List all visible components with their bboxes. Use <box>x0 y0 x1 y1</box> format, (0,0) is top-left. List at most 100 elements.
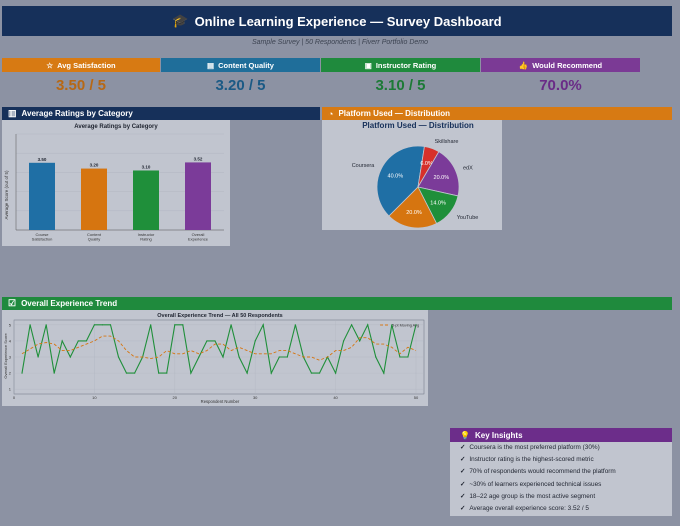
data-point <box>351 324 353 326</box>
graduation-cap-icon: 🎓 <box>172 13 189 28</box>
check-icon: ✓ <box>460 480 466 488</box>
data-point <box>69 356 71 358</box>
bar <box>185 162 211 230</box>
data-point <box>85 340 87 342</box>
bar-category-label: Experience <box>188 237 209 242</box>
platform-pie-chart: Platform Used — Distribution 40.0% Course… <box>322 120 502 230</box>
data-point <box>53 372 55 374</box>
line-y-tick: 3 <box>9 355 12 360</box>
bar-value-label: 3.10 <box>142 164 151 169</box>
pie-chart-icon: ◔ <box>328 108 334 119</box>
line-y-tick: 2 <box>9 371 12 376</box>
bar-chart-title: Average Ratings by Category <box>74 124 158 130</box>
data-point <box>334 372 337 374</box>
line-y-tick: 5 <box>9 322 12 327</box>
kpi-would-recommend-value: 70.0% <box>539 76 582 94</box>
insight-item: ✓ Average overall experience score: 3.52 … <box>460 504 589 512</box>
pie-pct-label: 20.0% <box>406 210 422 216</box>
pie-slice <box>417 151 460 197</box>
book-icon: ▤ <box>207 60 215 70</box>
bar-value-label: 3.20 <box>90 163 99 168</box>
insight-item: ✓ ~30% of learners experienced technical … <box>460 480 602 488</box>
kpi-content-quality-header: ▤ Content Quality <box>161 58 320 72</box>
data-point <box>294 324 296 326</box>
data-point <box>278 356 280 358</box>
line-x-tick: 20 <box>173 395 178 400</box>
legend-label: 5-pt Moving Avg <box>392 324 419 328</box>
data-point <box>246 372 248 374</box>
check-icon: ✓ <box>460 456 466 464</box>
bar-category-label: Quality <box>88 237 100 242</box>
data-point <box>190 372 192 374</box>
data-point <box>238 356 240 358</box>
pie-slice-label: YouTube <box>457 215 479 221</box>
data-point <box>399 356 401 358</box>
data-point <box>286 356 288 358</box>
thumbs-up-icon: 👍 <box>518 60 529 70</box>
data-point <box>182 324 184 326</box>
pie-slice-label: Skillshare <box>435 139 459 145</box>
bar <box>81 168 107 230</box>
line-x-tick: 30 <box>253 395 258 400</box>
teacher-icon: ▣ <box>364 60 372 70</box>
data-point <box>310 372 313 374</box>
data-point <box>125 372 128 374</box>
pie-slice-label: Coursera <box>352 163 376 169</box>
line-y-tick: 4 <box>9 338 12 343</box>
platform-section-header: ◔ Platform Used — Distribution <box>322 107 672 120</box>
data-point <box>29 324 31 326</box>
insight-item: ✓ Coursera is the most preferred platform… <box>460 444 600 451</box>
dashboard-subtitle: Sample Survey | 50 Respondents | Fiverr … <box>252 39 428 46</box>
kpi-avg-satisfaction-header: ☆ Avg Satisfaction <box>2 58 160 72</box>
insight-item: ✓ 70% of respondents would recommend the … <box>460 468 616 476</box>
pie-slice-label: edX <box>463 166 473 172</box>
data-point <box>359 340 361 342</box>
insight-item: ✓ 18–22 age group is the most active segm… <box>460 492 596 500</box>
data-point <box>270 372 272 374</box>
data-point <box>109 324 112 326</box>
check-icon: ✓ <box>460 492 466 500</box>
bar-category-label: Instructor <box>138 232 155 237</box>
pie-slice <box>388 186 438 229</box>
kpi-instructor-rating-header: ▣ Instructor Rating <box>321 58 480 72</box>
check-icon: ✓ <box>460 504 466 512</box>
line-chart-legend: 5-pt Moving Avg <box>380 324 419 328</box>
data-point <box>407 356 409 358</box>
data-point <box>21 372 23 374</box>
pie-pct-label: 40.0% <box>388 173 404 179</box>
line-chart-xlabel: Respondent Number <box>201 399 240 404</box>
bar-category-label: Content <box>87 232 102 237</box>
bar-category-label: Rating <box>140 237 152 242</box>
line-chart-marks <box>21 323 417 375</box>
data-point <box>230 324 232 326</box>
pie-pct-label: 14.0% <box>430 201 446 207</box>
data-point <box>214 340 216 342</box>
bar-category-label: Overall <box>192 232 205 237</box>
data-point <box>117 356 120 358</box>
key-insights-header: 💡 Key Insights <box>450 428 672 442</box>
data-point <box>383 372 385 374</box>
pie-chart-marks: 40.0% Coursera 6.0% Skillshare 20.0% edX 14.0%… <box>352 139 479 229</box>
kpi-content-quality-value: 3.20 / 5 <box>215 76 266 94</box>
bar-chart-ylabel: Average Score (out of 5) <box>4 170 9 219</box>
bar-category-label: Satisfaction <box>32 237 53 242</box>
data-point <box>174 324 176 326</box>
data-point <box>415 324 417 326</box>
bar-chart-icon: ▥ <box>8 108 17 118</box>
bar-category-label: Course <box>36 232 50 237</box>
data-point <box>367 324 369 326</box>
kpi-instructor-rating-value: 3.10 / 5 <box>375 76 426 94</box>
data-point <box>206 340 208 342</box>
data-point <box>375 356 377 358</box>
data-point <box>93 324 95 326</box>
line-x-tick: 50 <box>414 395 419 400</box>
data-point <box>133 372 136 374</box>
check-icon: ✓ <box>460 444 466 451</box>
insight-item: ✓ Instructor rating is the highest-scored… <box>460 456 594 464</box>
line-x-tick: 40 <box>333 395 338 400</box>
key-insights-list: ✓ Coursera is the most preferred platform… <box>450 442 672 516</box>
data-point <box>254 340 256 342</box>
bar-value-label: 3.52 <box>194 156 203 161</box>
data-point <box>77 340 79 342</box>
